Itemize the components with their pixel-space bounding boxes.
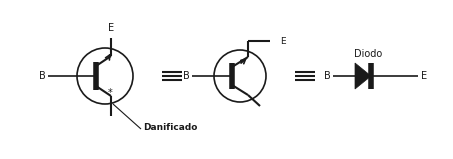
Text: B: B [183, 71, 189, 81]
Polygon shape [355, 63, 371, 89]
Text: E: E [280, 37, 286, 45]
Text: Diodo: Diodo [354, 49, 382, 59]
Text: *: * [108, 88, 112, 98]
Text: B: B [39, 71, 45, 81]
Text: E: E [108, 23, 114, 33]
Text: B: B [323, 71, 330, 81]
Text: E: E [421, 71, 427, 81]
Text: Danificado: Danificado [143, 124, 198, 132]
